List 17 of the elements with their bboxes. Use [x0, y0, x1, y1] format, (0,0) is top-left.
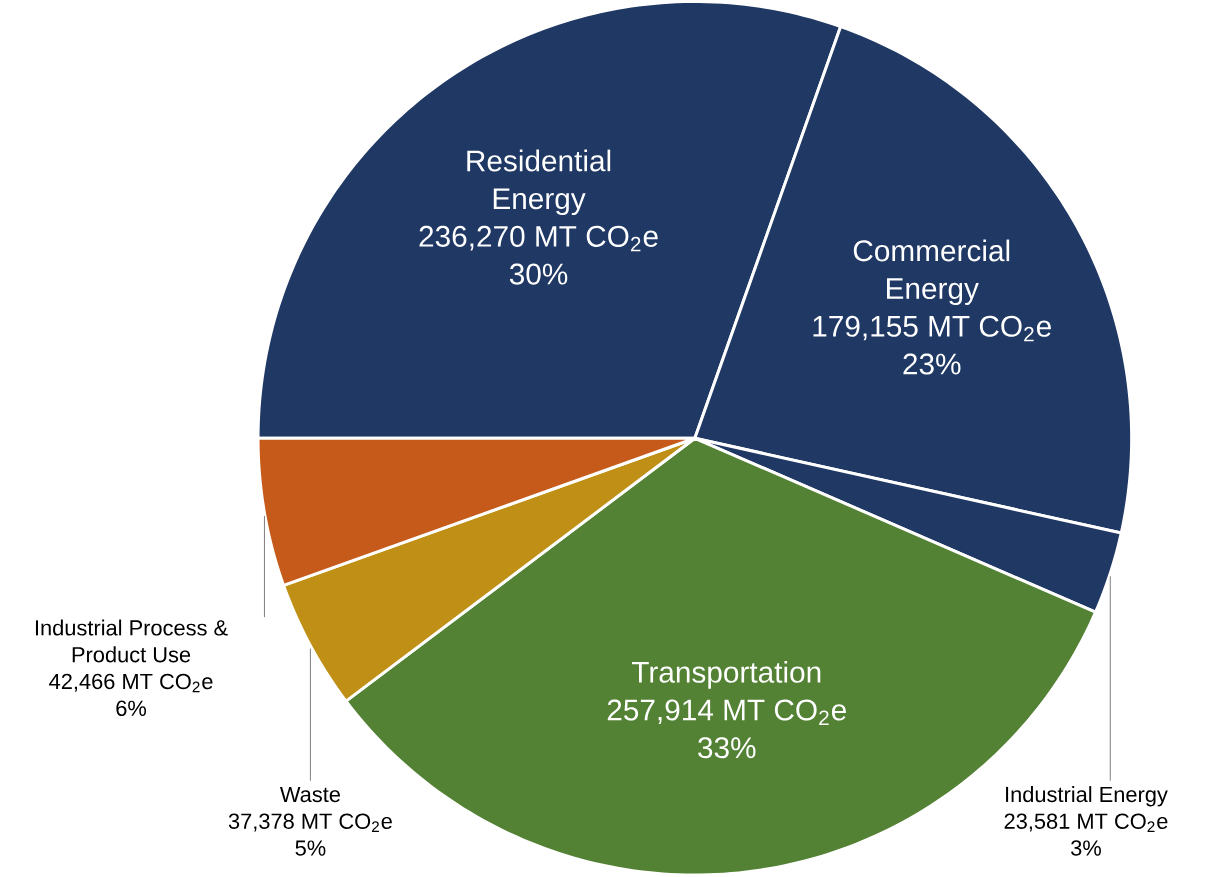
slice-label: Transportation — [631, 661, 821, 689]
slice-label: Industrial Energy — [1006, 786, 1168, 807]
text: 33% — [698, 737, 756, 759]
text: 5% — [295, 840, 326, 856]
data-label: 257,914 MT CO$_{2}$e — [607, 699, 846, 726]
text: 30% — [509, 263, 568, 285]
slice-label: Residential Energy — [467, 149, 611, 216]
text: 23% — [903, 353, 961, 375]
data-label: 236,270 MT CO$_{2}$e — [419, 226, 658, 252]
slice-label: Waste — [279, 787, 340, 803]
data-label: 42,466 MT CO$_{2}$e — [49, 673, 213, 693]
text: 3% — [1071, 840, 1101, 856]
data-label: 23,581 MT CO$_{2}$e — [1004, 813, 1168, 833]
text: 6% — [116, 700, 147, 717]
data-label: 37,378 MT CO$_{2}$e — [228, 813, 392, 833]
data-label: 179,155 MT CO$_{2}$e — [813, 315, 1051, 342]
slice-label: Commercial Energy — [853, 239, 1010, 306]
